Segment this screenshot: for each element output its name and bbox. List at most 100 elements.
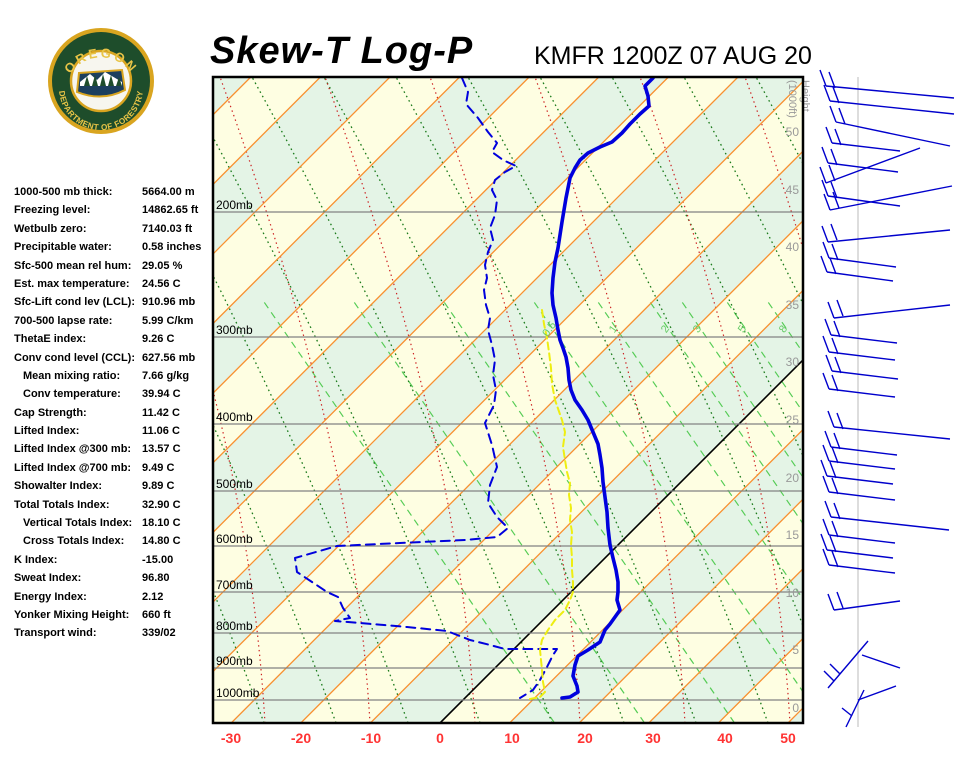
height-label: 5 [792, 643, 799, 657]
temp-axis-label: 40 [717, 730, 733, 746]
wind-barb [824, 430, 898, 456]
wind-barb [822, 475, 896, 501]
station-datetime: KMFR 1200Z 07 AUG 20 [534, 42, 812, 70]
stat-value: 18.10 C [142, 517, 181, 530]
stat-label: Showalter Index: [14, 480, 103, 493]
height-label: 20 [786, 471, 800, 485]
stat-label: K Index: [14, 553, 58, 566]
stat-value: 0.58 inches [142, 241, 202, 254]
wind-barb [825, 126, 901, 152]
stat-label: Cross Totals Index: [23, 535, 125, 548]
wind-barb [821, 146, 899, 173]
stat-label: Lifted Index @300 mb: [14, 443, 132, 456]
stat-row: 1000-500 mb thick: 5664.00 m [14, 186, 219, 204]
temp-axis-label: -10 [361, 730, 381, 746]
height-label: 30 [786, 355, 800, 369]
height-label: 10 [786, 586, 800, 600]
stat-value: 5664.00 m [142, 186, 195, 198]
stat-label: Mean mixing ratio: [23, 369, 121, 382]
wind-barb [822, 444, 896, 470]
stat-value: 2.12 [142, 590, 164, 603]
wind-barb-column [819, 69, 955, 728]
wind-barb [823, 84, 955, 115]
stat-row: Transport wind: 339/02 [14, 627, 219, 645]
stats-panel: 1000-500 mb thick: 5664.00 m Freezing leve… [14, 186, 219, 646]
stat-value: 9.49 C [142, 461, 175, 474]
height-label: 0 [792, 701, 799, 715]
logo-trees [84, 74, 122, 86]
stat-row: Wetbulb zero: 7140.03 ft [14, 223, 219, 241]
stat-value: 910.96 mb [142, 296, 196, 309]
stat-row: Energy Index: 2.12 [14, 591, 219, 609]
stat-value: 339/02 [142, 627, 176, 640]
wind-barb [822, 335, 896, 361]
stat-value: 32.90 C [142, 498, 181, 511]
stat-row: Lifted Index @700 mb: 9.49 C [14, 462, 219, 480]
stat-label: Est. max temperature: [14, 277, 130, 290]
wind-barb [819, 69, 955, 99]
wind-barb [825, 354, 899, 380]
wind-barb [827, 410, 951, 440]
stat-value: 13.57 C [142, 443, 181, 456]
stat-label: Sfc-Lift cond lev (LCL): [14, 296, 135, 309]
pressure-label: 200mb [216, 198, 253, 212]
stat-label: Sweat Index: [14, 572, 82, 585]
stat-value: 5.99 C/km [142, 314, 194, 327]
stat-label: Sfc-500 mean rel hum: [14, 259, 132, 272]
dewpoint-profile [294, 77, 558, 699]
stat-value: 24.56 C [142, 277, 181, 290]
pressure-label: 900mb [216, 654, 253, 668]
wind-barb [823, 640, 869, 689]
wind-barb [827, 591, 901, 611]
stat-label: Freezing level: [14, 204, 91, 217]
stat-value: 7140.03 ft [142, 222, 193, 235]
stat-value: 9.26 C [142, 333, 175, 346]
wind-barb [824, 318, 898, 344]
pressure-label: 400mb [216, 410, 253, 424]
pressure-label: 800mb [216, 619, 253, 633]
stat-value: 14862.65 ft [142, 204, 199, 217]
stat-label: 700-500 lapse rate: [14, 314, 113, 327]
pressure-label: 300mb [216, 323, 253, 337]
stat-row: Sweat Index: 96.80 [14, 572, 219, 590]
temp-axis-label: 10 [504, 730, 520, 746]
stat-row: Precipitable water: 0.58 inches [14, 241, 219, 259]
stat-label: Energy Index: [14, 590, 87, 603]
wind-barb [824, 500, 950, 531]
height-axis-title: (1000ft) [786, 80, 798, 118]
stat-value: 627.56 mb [142, 351, 196, 364]
pressure-label: 600mb [216, 532, 253, 546]
stat-label: Conv cond level (CCL): [14, 351, 136, 364]
stat-row: Cross Totals Index: 14.80 C [14, 535, 219, 553]
height-label: 15 [786, 528, 800, 542]
stat-row: Total Totals Index: 32.90 C [14, 499, 219, 517]
stat-label: Precipitable water: [14, 241, 112, 254]
page-title: Skew-T Log-P [210, 30, 474, 72]
temp-axis-label: 50 [780, 730, 796, 746]
wind-barb [822, 518, 896, 544]
stat-row: Yonker Mixing Height: 660 ft [14, 609, 219, 627]
forestry-logo: OREGON DEPARTMENT OF FORESTRY [48, 28, 154, 134]
stat-value: 7.66 g/kg [142, 369, 190, 382]
height-label: 25 [786, 413, 800, 427]
plot-border [211, 75, 805, 725]
stat-label: Conv temperature: [23, 388, 121, 401]
mixing-ratio-label: 1 [607, 323, 620, 335]
height-label: 40 [786, 240, 800, 254]
stat-value: -15.00 [142, 553, 174, 566]
temp-axis-label: 20 [577, 730, 593, 746]
stat-row: ThetaE index: 9.26 C [14, 333, 219, 351]
stat-label: Lifted Index @700 mb: [14, 461, 132, 474]
wind-barb [820, 255, 894, 282]
stat-value: 11.42 C [142, 406, 180, 419]
mixing-ratio-label: 5 [736, 323, 749, 335]
wind-barb [821, 179, 901, 207]
stat-label: Cap Strength: [14, 406, 87, 419]
wind-barb [821, 223, 951, 243]
stat-value: 11.06 C [142, 425, 180, 438]
temp-axis-label: 30 [645, 730, 661, 746]
pressure-label: 700mb [216, 578, 253, 592]
mixing-ratio-label: 3 [691, 323, 704, 335]
temp-axis-label: -30 [221, 730, 241, 746]
